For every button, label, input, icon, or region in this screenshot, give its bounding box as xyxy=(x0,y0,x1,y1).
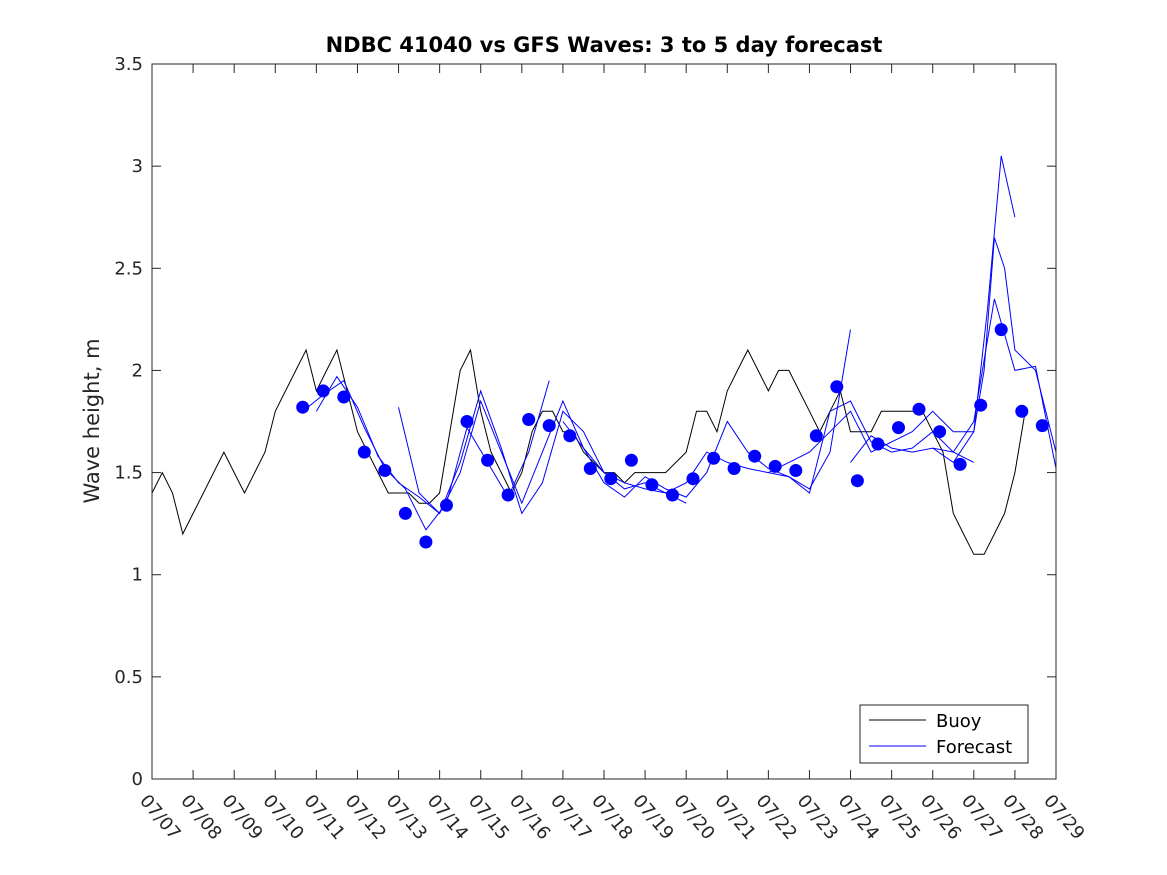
forecast-marker xyxy=(871,437,885,451)
forecast-marker xyxy=(830,380,844,394)
forecast-marker xyxy=(809,429,823,443)
legend-label-forecast: Forecast xyxy=(936,737,1012,758)
forecast-marker xyxy=(933,425,947,439)
forecast-marker xyxy=(953,457,967,471)
forecast-marker xyxy=(789,464,803,477)
chart-title: NDBC 41040 vs GFS Waves: 3 to 5 day fore… xyxy=(326,33,883,57)
forecast-marker xyxy=(974,398,988,412)
forecast-marker xyxy=(892,421,905,435)
legend: Buoy Forecast xyxy=(859,704,1029,764)
forecast-marker xyxy=(357,445,371,459)
forecast-marker xyxy=(316,384,330,398)
forecast-marker xyxy=(440,498,453,512)
forecast-marker xyxy=(666,488,679,502)
forecast-marker xyxy=(419,535,433,549)
forecast-marker xyxy=(686,472,700,486)
forecast-marker xyxy=(1015,404,1029,418)
y-tick-label: 0 xyxy=(132,769,143,790)
y-tick-label: 2 xyxy=(132,360,143,381)
forecast-line-run-5 xyxy=(768,237,1057,474)
forecast-marker xyxy=(296,400,310,414)
forecast-marker xyxy=(583,462,597,475)
y-tick-label: 1.5 xyxy=(114,463,143,484)
forecast-marker xyxy=(1035,419,1049,433)
forecast-marker xyxy=(604,472,618,486)
plot-markers xyxy=(296,323,1049,549)
y-tick-label: 3.5 xyxy=(114,54,143,75)
forecast-marker xyxy=(645,478,659,492)
forecast-marker xyxy=(542,419,556,433)
forecast-marker xyxy=(850,474,864,488)
forecast-marker xyxy=(481,453,495,467)
legend-label-buoy: Buoy xyxy=(936,711,982,732)
y-axis-label: Wave height, m xyxy=(80,338,104,503)
forecast-marker xyxy=(994,323,1008,337)
y-tick-label: 3 xyxy=(132,156,143,177)
forecast-marker xyxy=(768,459,782,473)
y-axis-ticks: 0 0.5 1 1.5 2 2.5 3 3.5 xyxy=(114,54,1056,790)
forecast-marker xyxy=(707,451,721,465)
forecast-marker xyxy=(912,402,926,416)
forecast-marker xyxy=(727,462,741,475)
forecast-marker xyxy=(501,488,515,502)
forecast-marker xyxy=(378,464,392,477)
legend-box xyxy=(859,704,1029,764)
forecast-marker xyxy=(398,506,412,520)
forecast-line-run-2 xyxy=(315,375,687,515)
y-tick-label: 1 xyxy=(132,565,143,586)
forecast-marker xyxy=(563,429,577,443)
plot-lines xyxy=(151,155,1057,555)
forecast-marker xyxy=(748,449,762,463)
forecast-line-run-7 xyxy=(932,298,1057,469)
forecast-marker xyxy=(522,413,536,426)
y-tick-label: 2.5 xyxy=(114,258,143,279)
forecast-marker xyxy=(337,390,351,404)
forecast-marker xyxy=(624,453,638,467)
forecast-marker xyxy=(460,415,474,428)
y-tick-label: 0.5 xyxy=(114,667,143,688)
